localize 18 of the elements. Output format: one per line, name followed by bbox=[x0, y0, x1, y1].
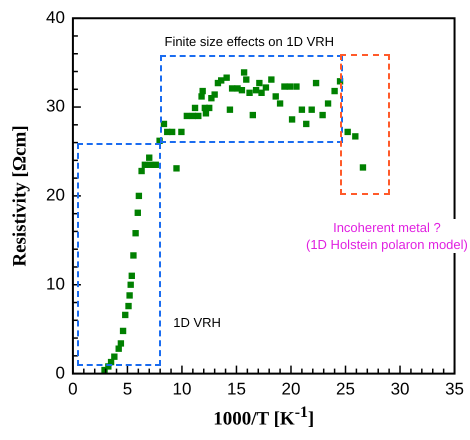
x-tick-label: 5 bbox=[122, 379, 132, 398]
x-tick-label: 10 bbox=[172, 379, 192, 398]
x-tick-label: 20 bbox=[282, 379, 300, 398]
x-tick-label: 30 bbox=[390, 379, 410, 398]
y-tick-label: 20 bbox=[46, 186, 65, 205]
x-tick-label: 15 bbox=[227, 379, 246, 398]
y-tick-label: 10 bbox=[46, 274, 65, 294]
x-tick-label: 0 bbox=[68, 379, 78, 398]
annotation: 1D VRH bbox=[173, 314, 221, 331]
x-axis-title: 1000/T [K$^{-1}$] bbox=[213, 404, 314, 430]
y-axis-title: Resistivity [Ωcm] bbox=[9, 125, 32, 267]
y-tick-label: 0 bbox=[55, 363, 65, 382]
annotation: Incoherent metal ? (1D Holstein polaron model) bbox=[306, 218, 468, 253]
annotation: Finite size effects on 1D VRH bbox=[164, 32, 334, 50]
y-tick-label: 40 bbox=[46, 8, 65, 27]
x-tick-label: 35 bbox=[445, 379, 464, 398]
x-tick-label: 25 bbox=[336, 379, 355, 398]
y-tick-label: 30 bbox=[46, 96, 65, 116]
